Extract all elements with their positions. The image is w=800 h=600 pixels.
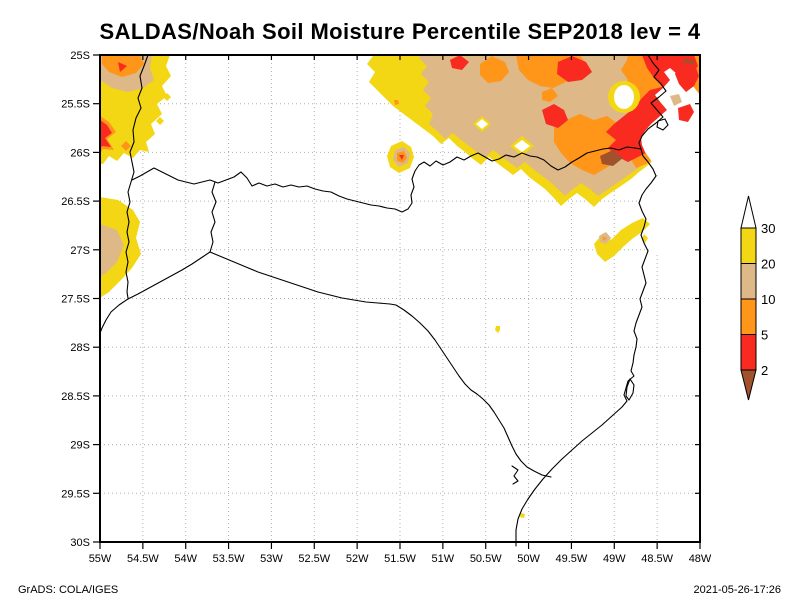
field-hole [614,85,634,109]
axis-ticks [93,54,701,549]
lon-tick-label: 51.5W [384,553,416,565]
coastal-lagoon [511,465,519,485]
lon-tick-label: 51W [432,553,455,565]
field-speck [558,170,564,176]
timestamp: 2021-05-26-17:26 [694,584,781,596]
border-argentina-peperi [209,181,217,253]
field-region [144,129,150,135]
axis-labels: 25S 25.5S 26S 26.5S 27S 27.5S 28S 28.5S 29S 29.5S… [61,50,712,565]
lon-tick-label: 48.5W [641,553,673,565]
lat-tick-label: 26S [70,147,90,159]
lon-tick-label: 49W [603,553,626,565]
sao-francisco-island [656,118,669,131]
lat-tick-label: 28.5S [61,391,90,403]
field-hole [476,119,488,129]
field-region [480,56,509,83]
lon-tick-label: 53.5W [213,553,245,565]
field-region [399,155,404,160]
lon-tick-label: 52.5W [298,553,330,565]
field-region [153,83,163,93]
field-region [594,218,650,262]
field-region [100,120,112,149]
florianopolis-island [625,378,635,401]
field-region [450,55,469,70]
field-speck [394,100,399,105]
lon-tick-label: 48W [689,553,712,565]
colorbar-bottom-arrow [740,369,757,401]
lon-tick-label: 49.5W [556,553,588,565]
field-region [542,104,568,128]
colorbar-tick-label: 5 [761,328,768,343]
soil-moisture-field [100,55,700,518]
lat-tick-label: 29.5S [61,488,90,500]
colorbar-tick-label: 2 [761,363,768,378]
field-region [678,104,694,122]
colorbar-band [740,227,757,264]
field-region [100,224,124,276]
coastline [515,54,667,547]
field-region [542,88,558,102]
plot-title: SALDAS/Noah Soil Moisture Percentile SEP… [100,19,701,44]
field-region [156,117,164,125]
lon-tick-label: 54W [174,553,197,565]
grads-credit: GrADS: COLA/IGES [18,584,118,596]
lon-tick-label: 55W [89,553,112,565]
lat-tick-label: 28S [70,342,90,354]
colorbar-band [740,298,757,335]
lon-tick-label: 54.5W [127,553,159,565]
lon-tick-label: 52W [346,553,369,565]
colorbar-tick-label: 20 [761,257,775,272]
lon-tick-label: 50.5W [470,553,502,565]
field-speck [495,326,500,333]
lon-tick-label: 50W [517,553,540,565]
lat-tick-label: 27S [70,245,90,257]
colorbar-legend: 30 20 10 5 2 [740,195,775,401]
field-region [675,62,699,92]
lat-tick-label: 25.5S [61,99,90,111]
colorbar-tick-label: 10 [761,292,775,307]
lat-tick-label: 25S [70,50,90,62]
field-region [163,93,171,101]
field-speck [520,513,525,518]
field-speck [602,237,607,241]
colorbar-band [740,263,757,300]
field-region [147,107,155,115]
map-borders [99,54,669,547]
field-region [557,56,592,82]
lat-tick-label: 27.5S [61,294,90,306]
lat-tick-label: 26.5S [61,196,90,208]
lon-tick-label: 53W [260,553,283,565]
border-uruguay-river-west [99,251,211,334]
colorbar-tick-label: 30 [761,221,775,236]
border-parana-santa-catarina [131,146,642,213]
field-hole [514,140,530,152]
border-santa-catarina-rio-grande [209,251,552,478]
lat-tick-label: 30S [70,537,90,549]
border-west-river [125,54,149,299]
field-region [121,141,131,151]
lat-tick-label: 29S [70,440,90,452]
field-region [600,150,623,166]
colorbar-band [740,334,757,371]
field-region [670,94,682,106]
field-region [118,62,127,72]
